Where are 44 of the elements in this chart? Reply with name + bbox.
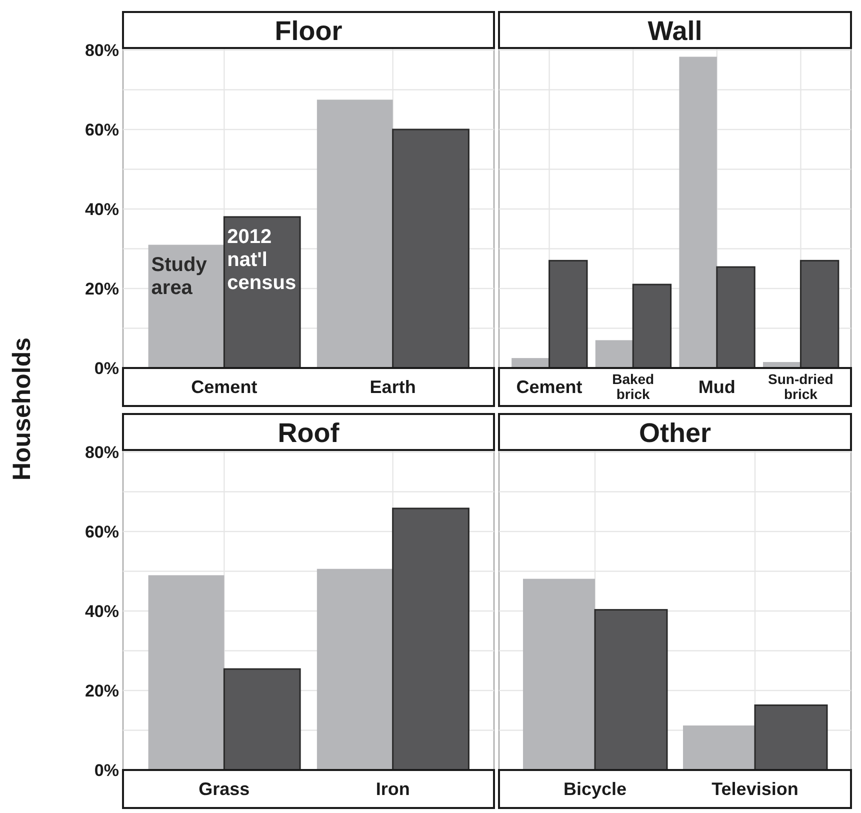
y-tick-label: 20% bbox=[84, 279, 119, 298]
y-tick-label: 40% bbox=[84, 200, 119, 219]
bar bbox=[716, 266, 756, 369]
x-tick-label: Cement bbox=[516, 377, 582, 397]
bar bbox=[754, 704, 828, 771]
bar bbox=[594, 609, 668, 771]
chart-title: Other bbox=[638, 418, 712, 448]
y-tick-label: 0% bbox=[94, 358, 119, 378]
x-tick-label: Cement bbox=[191, 377, 258, 397]
y-tick-label: 20% bbox=[84, 681, 119, 700]
bar bbox=[632, 284, 672, 369]
bar bbox=[595, 340, 634, 368]
bar bbox=[316, 100, 393, 368]
y-axis-title: Households bbox=[8, 337, 36, 481]
chart-title: Roof bbox=[278, 418, 340, 448]
series-label: Study area bbox=[151, 254, 208, 299]
x-tick-label: Earth bbox=[370, 377, 416, 397]
y-tick-label: 60% bbox=[84, 522, 119, 542]
chart-title: Wall bbox=[648, 16, 702, 46]
x-tick-label: Sun-dried brick bbox=[768, 371, 834, 402]
bar bbox=[148, 244, 224, 368]
x-tick-label: Baked brick bbox=[612, 371, 654, 402]
x-tick-label: Bicycle bbox=[563, 779, 627, 799]
bar bbox=[392, 128, 470, 369]
y-tick-label: 40% bbox=[84, 602, 119, 621]
series-label: 2012 nat'l census bbox=[227, 226, 296, 294]
bar bbox=[316, 568, 393, 770]
y-tick-label: 80% bbox=[84, 40, 119, 60]
bar bbox=[392, 508, 470, 771]
bar bbox=[683, 725, 755, 770]
x-tick-label: Television bbox=[712, 779, 798, 799]
bar bbox=[548, 260, 588, 369]
y-tick-label: 60% bbox=[84, 120, 119, 140]
bar bbox=[523, 578, 595, 770]
bar bbox=[148, 575, 224, 770]
bar bbox=[223, 216, 301, 369]
bar bbox=[800, 260, 840, 369]
x-tick-label: Iron bbox=[376, 779, 410, 799]
chart-title: Floor bbox=[274, 16, 343, 46]
bar bbox=[223, 668, 301, 771]
x-tick-label: Grass bbox=[198, 779, 250, 799]
y-tick-label: 80% bbox=[84, 442, 119, 462]
x-tick-label: Mud bbox=[698, 377, 736, 397]
y-tick-label: 0% bbox=[94, 760, 119, 780]
